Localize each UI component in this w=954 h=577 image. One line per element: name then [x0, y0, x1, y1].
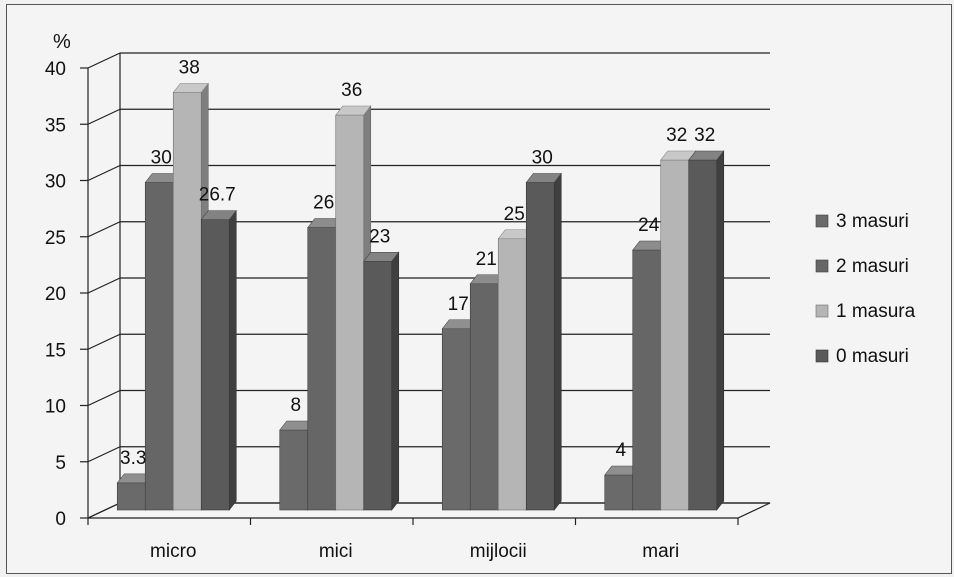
legend-label: 2 masuri [836, 256, 909, 277]
legend: 3 masuri 2 masuri 1 masura 0 masuri [815, 211, 916, 367]
data-label: 30 [532, 148, 553, 169]
y-tick-label: 0 [55, 509, 66, 530]
bar [363, 260, 393, 511]
bar-side [228, 209, 237, 511]
gridline-wall [87, 108, 121, 125]
y-tick-label: 40 [45, 59, 66, 80]
data-labels: 3.3 30 38 26.7 8 26 36 23 17 21 25 30 4 24 32 32 [120, 58, 715, 469]
data-label: 25 [504, 204, 525, 225]
legend-swatch [815, 349, 829, 363]
data-label: 23 [369, 226, 390, 247]
bars [116, 82, 725, 511]
data-label: 17 [448, 294, 469, 315]
bar-top [172, 83, 209, 93]
data-label: 38 [179, 58, 200, 79]
data-label: 32 [694, 125, 715, 146]
bar [660, 159, 690, 511]
bar [632, 249, 662, 511]
bar [497, 238, 527, 511]
bar [172, 92, 202, 511]
y-tick-label: 30 [45, 172, 66, 193]
x-category-label: mari [642, 541, 679, 562]
bar-side [553, 172, 562, 511]
data-label: 8 [290, 395, 301, 416]
y-tick-label: 20 [45, 284, 66, 305]
bar-top [525, 173, 562, 183]
legend-swatch [815, 214, 829, 228]
data-label: 36 [341, 80, 362, 101]
bar-top [335, 105, 372, 116]
gridline-wall [87, 221, 121, 238]
bar [688, 159, 718, 511]
bar [200, 219, 230, 511]
bar [116, 482, 146, 511]
bar [441, 328, 471, 511]
gridline-wall [87, 333, 121, 350]
axes: 0 5 10 15 20 25 30 35 40 micro mici mijlocii mari [45, 53, 771, 562]
bar-side [391, 251, 400, 511]
x-category-label: mijlocii [470, 541, 527, 562]
bar [525, 182, 555, 511]
y-tick-label: 25 [45, 228, 66, 249]
bar [604, 474, 634, 511]
legend-swatch [815, 304, 829, 318]
bar-top [688, 150, 725, 161]
bar [279, 429, 309, 511]
gridline-wall [87, 52, 121, 69]
legend-label: 3 masuri [836, 211, 909, 232]
data-label: 3.3 [120, 448, 146, 469]
bar [335, 114, 365, 511]
x-category-label: micro [150, 541, 196, 562]
y-tick-label: 35 [45, 115, 66, 136]
data-label: 32 [666, 125, 687, 146]
data-label: 21 [476, 249, 497, 270]
data-label: 26 [313, 193, 334, 214]
bar-top [363, 251, 400, 262]
gridline-wall [87, 446, 121, 463]
y-tick-label: 10 [45, 397, 66, 418]
gridline-wall [87, 277, 121, 294]
legend-label: 1 masura [836, 301, 916, 322]
gridline-wall [87, 389, 121, 407]
gridline-wall [87, 164, 121, 182]
bar-side [716, 150, 725, 511]
data-label: 30 [151, 148, 172, 169]
bar [144, 182, 174, 511]
y-axis-unit-label: % [53, 31, 71, 53]
legend-swatch [815, 259, 829, 273]
data-label: 26.7 [199, 185, 236, 206]
y-tick-label: 15 [45, 340, 66, 361]
bar [307, 227, 337, 511]
y-tick-label: 5 [55, 453, 66, 474]
x-category-label: mici [319, 541, 353, 562]
data-label: 4 [615, 440, 626, 461]
data-label: 24 [638, 215, 660, 236]
bar [469, 283, 499, 511]
legend-label: 0 masuri [836, 346, 909, 367]
chart-floor [87, 502, 771, 519]
bar-top [200, 210, 237, 220]
